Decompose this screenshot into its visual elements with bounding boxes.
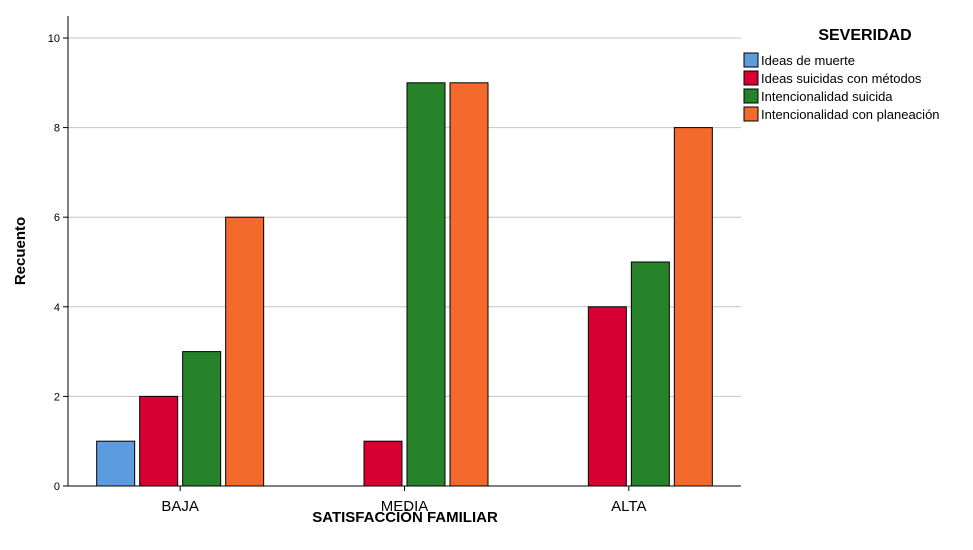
axes: 0 2 4 6 8 10 BAJA MEDIA ALTA (48, 16, 741, 515)
y-tick-label: 2 (54, 391, 60, 403)
y-tick-label: 10 (48, 33, 60, 45)
y-tick-label: 8 (54, 123, 60, 135)
y-tick-label: 0 (54, 481, 60, 493)
legend-label: Ideas suicidas con métodos (761, 71, 922, 86)
legend-swatch (743, 52, 759, 68)
x-tick-label: MEDIA (381, 498, 429, 515)
x-tick-label: ALTA (611, 498, 646, 515)
bar-media-series-3 (406, 82, 446, 487)
bar-baja-series-1 (96, 440, 136, 487)
gridlines (68, 37, 741, 397)
bar-alta-series-2 (587, 306, 627, 487)
legend-title: SEVERIDAD (818, 27, 911, 44)
bar-media-series-2 (363, 440, 403, 487)
bar-alta-series-3 (630, 261, 670, 487)
bar-baja-series-2 (139, 395, 179, 487)
bar-media-series-4 (449, 82, 489, 487)
x-tick-label: BAJA (161, 498, 199, 515)
legend-label: Intencionalidad con planeación (761, 107, 940, 122)
legend-label: Ideas de muerte (761, 53, 855, 68)
bar-alta-series-4 (673, 127, 713, 487)
bar-baja-series-3 (182, 351, 222, 487)
x-axis-title: SATISFACCIÓN FAMILIAR (312, 508, 498, 526)
y-tick-label: 6 (54, 212, 60, 224)
y-tick-label: 4 (54, 302, 60, 314)
bar-baja-series-4 (225, 216, 265, 487)
legend: SEVERIDAD Ideas de muerte Ideas suicidas … (743, 27, 940, 122)
legend-swatch (743, 70, 759, 86)
y-axis-title: Recuento (12, 217, 29, 285)
legend-label: Intencionalidad suicida (761, 89, 893, 104)
legend-swatch (743, 88, 759, 104)
bars (96, 82, 713, 487)
legend-swatch (743, 106, 759, 122)
